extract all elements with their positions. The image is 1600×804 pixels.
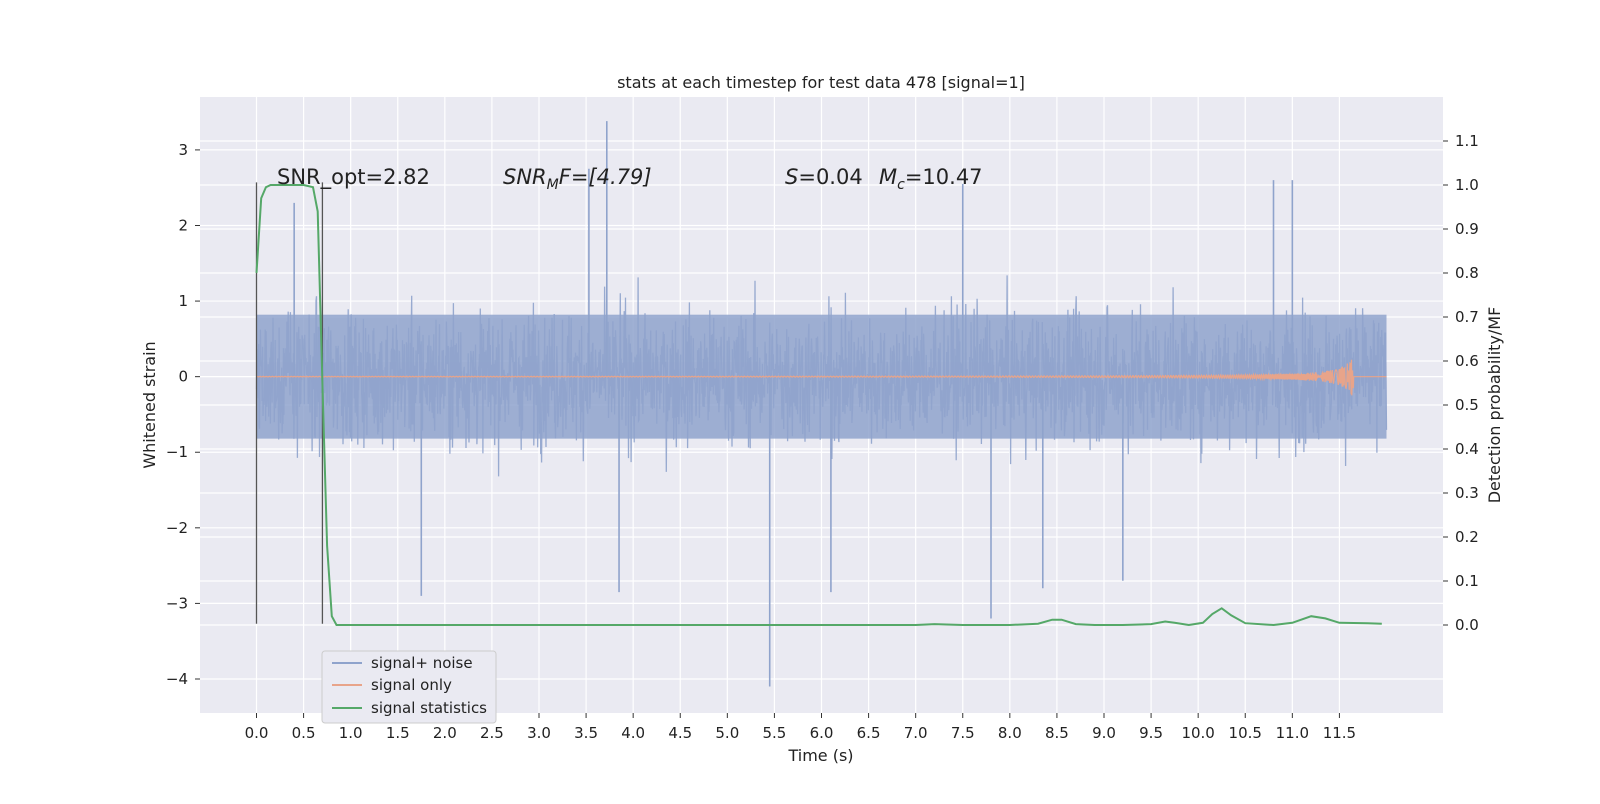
y-tick-label-right: 0.2	[1455, 528, 1479, 546]
y-tick-label-right: 0.5	[1455, 396, 1479, 414]
x-tick-label: 9.0	[1092, 724, 1116, 742]
x-tick-label: 9.5	[1139, 724, 1163, 742]
annotation-snr-mf-rest: F=[4.79]	[559, 165, 652, 189]
y-tick-label-right: 0.4	[1455, 440, 1479, 458]
x-tick-label: 2.5	[480, 724, 504, 742]
x-tick-label: 8.0	[998, 724, 1022, 742]
annotation-snr-opt: SNR_opt=2.82	[277, 165, 430, 190]
y-tick-label-left: 0	[178, 368, 188, 386]
x-tick-label: 1.5	[386, 724, 410, 742]
y-axis-title-right: Detection probability/MF	[1485, 307, 1504, 504]
x-tick-label: 2.0	[433, 724, 457, 742]
chart-title: stats at each timestep for test data 478…	[617, 73, 1025, 92]
signal-statistics-series	[255, 184, 1382, 627]
x-tick-label: 4.0	[621, 724, 645, 742]
y-tick-label-right: 0.6	[1455, 352, 1479, 370]
x-tick-label: 6.0	[810, 724, 834, 742]
signal-only-line	[256, 359, 1387, 396]
annotation-s: S=0.04	[785, 165, 863, 189]
y-tick-label-left: 2	[178, 216, 188, 234]
x-tick-label: 3.5	[574, 724, 598, 742]
x-tick-label: 11.5	[1323, 724, 1356, 742]
y-tick-label-left: −1	[166, 443, 188, 461]
legend-box	[321, 650, 497, 724]
annotation-snr-mf: SNRMF=[4.79]	[503, 165, 652, 193]
y-tick-label-right: 0.8	[1455, 264, 1479, 282]
annotation-mc-var: M	[879, 165, 897, 189]
annotation-mc: Mc=10.47	[879, 165, 983, 193]
x-tick-label: 10.5	[1229, 724, 1262, 742]
x-tick-label: 5.0	[715, 724, 739, 742]
x-tick-label: 1.0	[339, 724, 363, 742]
annotation-mc-val: =10.47	[905, 165, 983, 189]
y-tick-label-left: −3	[166, 594, 188, 612]
annotation-mc-sub: c	[897, 177, 905, 193]
legend-label-noise: signal+ noise	[371, 654, 473, 672]
x-tick-label: 4.5	[668, 724, 692, 742]
x-tick-label: 3.0	[527, 724, 551, 742]
x-tick-label: 8.5	[1045, 724, 1069, 742]
y-tick-label-right: 0.0	[1455, 616, 1479, 634]
x-tick-label: 11.0	[1276, 724, 1309, 742]
x-tick-label: 7.0	[904, 724, 928, 742]
y-tick-label-left: −4	[166, 670, 188, 688]
y-tick-label-left: 1	[178, 292, 188, 310]
y-tick-label-right: 0.3	[1455, 484, 1479, 502]
y-tick-label-left: 3	[178, 141, 188, 159]
y-tick-label-right: 0.1	[1455, 572, 1479, 590]
y-tick-label-right: 1.0	[1455, 176, 1479, 194]
signal-only-series	[256, 359, 1387, 396]
x-tick-label: 10.0	[1181, 724, 1214, 742]
x-tick-label: 5.5	[762, 724, 786, 742]
annotation-snr-mf-sub: M	[547, 177, 559, 193]
annotation-s-val: =0.04	[798, 165, 862, 189]
x-tick-label: 7.5	[951, 724, 975, 742]
x-axis-title: Time (s)	[787, 746, 853, 765]
y-tick-label-left: −2	[166, 519, 188, 537]
annotation-snr-mf-base: SNR	[503, 165, 547, 189]
signal-statistics-line	[255, 184, 1382, 627]
y-tick-label-right: 0.9	[1455, 220, 1479, 238]
y-axis-title-left: Whitened strain	[140, 341, 159, 468]
x-tick-label: 6.5	[857, 724, 881, 742]
legend-label-signal: signal only	[371, 676, 452, 694]
x-tick-label: 0.5	[292, 724, 316, 742]
legend: signal+ noise signal only signal statist…	[321, 650, 497, 724]
x-tick-label: 0.0	[245, 724, 269, 742]
legend-label-stats: signal statistics	[371, 699, 487, 717]
tick-labels: 0.0 0.5 1.0 1.5 2.0 2.5 3.0 3.5 4.0 4.5 5.0 5.5 6.0 6…	[166, 132, 1479, 742]
annotation-s-var: S	[785, 165, 798, 189]
y-tick-label-right: 1.1	[1455, 132, 1479, 150]
y-tick-label-right: 0.7	[1455, 308, 1479, 326]
